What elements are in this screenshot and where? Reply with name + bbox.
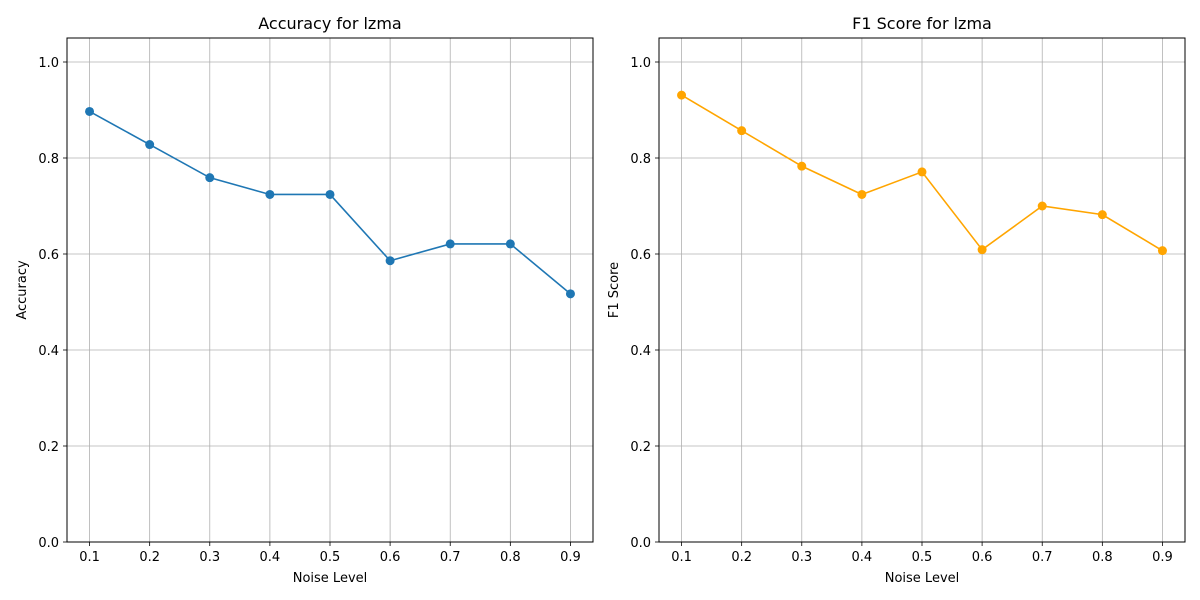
- f1-score-x-tick-label: 0.5: [912, 550, 933, 565]
- accuracy-data-point: [505, 239, 515, 249]
- f1-score-x-tick-label: 0.4: [852, 550, 873, 565]
- accuracy-data-point: [85, 106, 95, 116]
- accuracy-x-tick-label: 0.6: [380, 550, 401, 565]
- accuracy-y-tick-label: 1.0: [38, 56, 59, 71]
- f1-score-x-tick-label: 0.3: [791, 550, 812, 565]
- f1-score-data-point: [917, 167, 927, 177]
- accuracy-data-point: [445, 239, 455, 249]
- accuracy-x-tick-label: 0.3: [199, 550, 220, 565]
- f1-score-plot-frame: [658, 37, 1186, 543]
- f1-score-y-tick-label: 1.0: [630, 56, 651, 71]
- accuracy-data-point: [205, 173, 215, 183]
- accuracy-y-tick-label: 0.0: [38, 536, 59, 551]
- accuracy-plot-frame: [66, 37, 594, 543]
- accuracy-y-tick-label: 0.6: [38, 248, 59, 263]
- accuracy-x-tick-label: 0.7: [440, 550, 461, 565]
- f1-score-data-point: [1097, 210, 1107, 220]
- f1-score-data-point: [1157, 246, 1167, 256]
- f1-score-data-point: [677, 90, 687, 100]
- f1-score-y-tick-label: 0.4: [630, 344, 651, 359]
- f1-score-data-point: [737, 126, 747, 136]
- accuracy-x-tick-label: 0.2: [139, 550, 160, 565]
- f1-score-y-tick-label: 0.0: [630, 536, 651, 551]
- accuracy-y-axis-label: Accuracy: [15, 260, 30, 320]
- f1-score-data-point: [977, 245, 987, 255]
- accuracy-x-axis-label: Noise Level: [293, 571, 368, 586]
- f1-score-x-tick-label: 0.6: [972, 550, 993, 565]
- accuracy-plot-title: Accuracy for lzma: [258, 14, 401, 33]
- accuracy-x-tick-label: 0.4: [260, 550, 281, 565]
- f1-score-data-point: [1037, 201, 1047, 211]
- accuracy-data-point: [385, 256, 395, 266]
- f1-score-plot: F1 Score for lzma 0.1 0.2 0.3 0.4 0.5 0.6 0.7 0…: [607, 14, 1186, 586]
- accuracy-data-point: [325, 189, 335, 199]
- accuracy-data-point: [145, 140, 155, 150]
- f1-score-x-tick-label: 0.9: [1152, 550, 1173, 565]
- f1-score-data-point: [857, 189, 867, 199]
- f1-score-y-axis-label: F1 Score: [607, 262, 622, 318]
- f1-score-y-tick-label: 0.8: [630, 152, 651, 167]
- f1-score-y-tick-label: 0.2: [630, 440, 651, 455]
- accuracy-x-tick-label: 0.5: [320, 550, 341, 565]
- accuracy-x-tick-label: 0.9: [560, 550, 581, 565]
- accuracy-y-tick-label: 0.8: [38, 152, 59, 167]
- accuracy-plot: Accuracy for lzma 0.1 0.2 0.3 0.4 0.5 0.6 0.7 0…: [15, 14, 594, 586]
- accuracy-data-point: [565, 289, 575, 299]
- f1-score-x-tick-label: 0.8: [1092, 550, 1113, 565]
- accuracy-y-tick-label: 0.2: [38, 440, 59, 455]
- f1-score-data-point: [797, 161, 807, 171]
- accuracy-x-tick-label: 0.8: [500, 550, 521, 565]
- f1-score-x-tick-label: 0.2: [731, 550, 752, 565]
- accuracy-y-tick-label: 0.4: [38, 344, 59, 359]
- f1-score-x-tick-label: 0.1: [671, 550, 692, 565]
- f1-score-y-tick-label: 0.6: [630, 248, 651, 263]
- f1-score-x-axis-label: Noise Level: [885, 571, 960, 586]
- f1-score-x-tick-label: 0.7: [1032, 550, 1053, 565]
- accuracy-x-tick-label: 0.1: [79, 550, 100, 565]
- f1-score-plot-title: F1 Score for lzma: [852, 14, 992, 33]
- accuracy-data-point: [265, 189, 275, 199]
